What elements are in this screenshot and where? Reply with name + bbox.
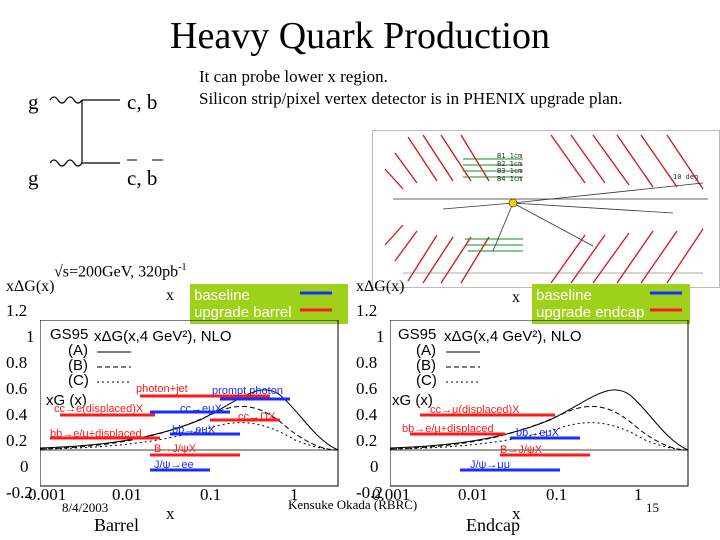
- endcap-caption: Endcap: [466, 515, 520, 535]
- detector-drawing: [384, 134, 708, 284]
- barrel-xtick-0: 0.001: [28, 485, 67, 504]
- barrel-gs-swatches: [97, 351, 131, 383]
- barrel-gs-title: GS95: [50, 326, 89, 343]
- label-b-jpsi: B→J/ψX: [154, 443, 197, 455]
- barrel-xtick-1: 0.01: [112, 485, 142, 504]
- label-photon-jet: photon+jet: [136, 383, 188, 395]
- footer-page-number: 15: [646, 500, 659, 515]
- barrel-caption: Barrel: [94, 515, 139, 535]
- endcap-plot-area: [390, 320, 689, 487]
- label-cc-e-displaced: cc→e(displaced)X: [54, 403, 144, 415]
- endcap-x-top: x: [512, 289, 520, 306]
- barrel-curve-B: [40, 406, 339, 451]
- barrel-xtick-3: 1: [290, 485, 299, 504]
- label-prompt-photon: prompt photon: [212, 385, 283, 397]
- slide-title: Heavy Quark Production: [170, 15, 550, 57]
- barrel-xtick-2: 0.1: [200, 485, 222, 504]
- label-endcap-bb-emu-displaced: bb→e/μ+displaced: [402, 423, 494, 435]
- gluon-top-label: g: [28, 90, 39, 114]
- energy-label: √s=200GeV, 320pb-1: [54, 262, 187, 281]
- barrel-legend: baseline upgrade barrel: [190, 284, 348, 324]
- endcap-legend-upgrade: upgrade endcap: [536, 304, 645, 321]
- endcap-xg-label: xG (x): [392, 392, 433, 409]
- endcap-ranges: [410, 413, 590, 472]
- label-bb-emu: bb→eμX: [172, 424, 216, 436]
- label-cc-dx: cc→DX: [238, 411, 276, 423]
- gluon-bottom-line: [49, 159, 83, 167]
- detector-deg-label: 10 deg: [673, 173, 699, 181]
- endcap-curve-B: [390, 406, 689, 451]
- detector-strips: [384, 134, 704, 284]
- label-cc-emu: cc→eμX: [180, 403, 222, 415]
- endcap-gs-title: GS95: [398, 326, 437, 343]
- label-jpsi-mumu: J/ψ→μμ: [470, 459, 511, 471]
- detector-layers: [463, 158, 523, 252]
- endcap-xlabel: x: [512, 504, 521, 523]
- gluon-bottom-label: g: [28, 166, 39, 190]
- endcap-xtick-1: 0.01: [458, 485, 488, 504]
- barrel-legend-upgrade: upgrade barrel: [194, 304, 292, 321]
- barrel-ranges: [50, 394, 290, 472]
- endcap-yticks: 1.2 1 0.8 0.6 0.4 0.2 0 -0.2: [356, 301, 385, 502]
- vertex-point: [508, 198, 518, 208]
- endcap-legend-swatches: [650, 291, 682, 312]
- endcap-ylabel: xΔG(x): [356, 278, 405, 295]
- quark-top-label: c, b: [127, 90, 158, 114]
- endcap-xtick-2: 0.1: [546, 485, 568, 504]
- endcap-xtick-0: 0.001: [372, 485, 411, 504]
- footer-date: 8/4/2003: [62, 500, 109, 515]
- detector-layer-labels: B1 1cm B2 1cm B3 1cm B4 1cm: [497, 152, 523, 183]
- barrel-xlabel: x: [166, 504, 175, 523]
- endcap-frame: [390, 320, 689, 487]
- barrel-x-top: x: [166, 287, 174, 304]
- probe-line-2: Silicon strip/pixel vertex detector is i…: [199, 89, 623, 108]
- gluon-top-line: [49, 96, 83, 104]
- barrel-frame: [40, 320, 339, 487]
- label-endcap-b-jpsi: B→J/ψX: [500, 444, 543, 456]
- label-jpsi-ee: J/ψ→ee: [154, 459, 194, 471]
- endcap-gs-sub: xΔG(x,4 GeV²), NLO: [444, 328, 582, 345]
- endcap-legend-baseline: baseline: [536, 287, 592, 304]
- endcap-gs-legend: (A) (B) (C): [416, 342, 437, 389]
- endcap-xtick-3: 1: [634, 485, 643, 504]
- probe-line-1: It can probe lower x region.: [199, 67, 388, 86]
- barrel-curve-A: [40, 389, 339, 451]
- barrel-gs-legend: (A) (B) (C): [68, 342, 89, 389]
- footer-author: Kensuke Okada (RBRC): [288, 497, 418, 512]
- label-endcap-bb-emu: bb→eμX: [516, 427, 560, 439]
- label-bb-emu-displaced: bb→e/μ+displaced: [50, 428, 142, 440]
- barrel-gs-sub: xΔG(x,4 GeV²), NLO: [94, 328, 232, 345]
- endcap-curve-A: [390, 389, 689, 451]
- probe-text: It can probe lower x region. Silicon str…: [199, 66, 623, 110]
- detector-figure: B1 1cm B2 1cm B3 1cm B4 1cm 10 deg: [372, 130, 720, 288]
- feynman-lines: [49, 96, 163, 167]
- barrel-legend-baseline: baseline: [194, 287, 250, 304]
- label-cc-mu-displaced: cc→μ(displaced)X: [430, 404, 520, 416]
- barrel-plot-area: [40, 320, 339, 487]
- detector-tracks: [393, 182, 708, 252]
- endcap-gs-swatches: [446, 351, 480, 383]
- barrel-yticks: 1.2 1 0.8 0.6 0.4 0.2 0 -0.2: [6, 301, 35, 502]
- barrel-legend-swatches: [300, 291, 332, 312]
- endcap-legend: baseline upgrade endcap: [532, 284, 690, 324]
- barrel-xg-label: xG (x): [46, 392, 87, 409]
- quark-bottom-label: c, b: [127, 166, 158, 190]
- barrel-ylabel: xΔG(x): [6, 278, 55, 295]
